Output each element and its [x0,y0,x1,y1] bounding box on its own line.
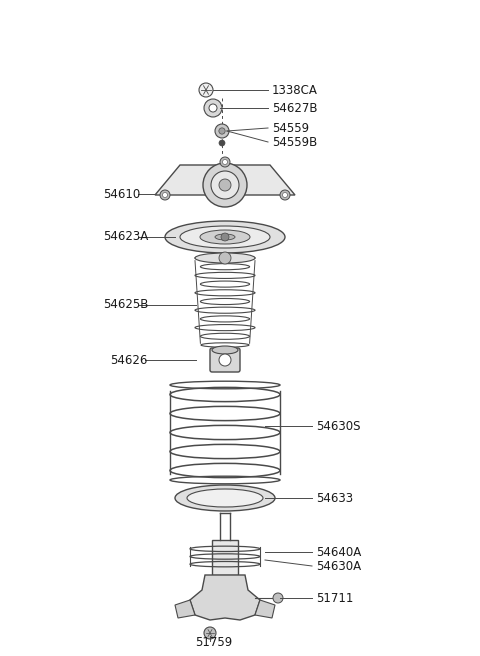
Circle shape [209,104,217,112]
Circle shape [219,128,225,134]
Circle shape [283,192,288,197]
Text: 54627B: 54627B [272,102,317,115]
Circle shape [215,124,229,138]
FancyBboxPatch shape [210,348,240,372]
Text: 54623A: 54623A [103,230,148,243]
Text: 54640A: 54640A [316,546,361,558]
Text: 1338CA: 1338CA [272,83,318,96]
Circle shape [220,157,230,167]
Ellipse shape [175,485,275,511]
Circle shape [211,171,239,199]
Circle shape [219,252,231,264]
Text: 54559B: 54559B [272,136,317,148]
Text: 51711: 51711 [316,592,353,604]
Circle shape [203,163,247,207]
Text: 54626: 54626 [110,354,147,367]
Circle shape [219,179,231,191]
Circle shape [221,233,229,241]
Ellipse shape [200,230,250,244]
Polygon shape [175,600,195,618]
Circle shape [273,593,283,603]
Ellipse shape [195,253,255,263]
Text: 51759: 51759 [195,636,232,649]
Text: 54633: 54633 [316,491,353,504]
Circle shape [219,354,231,366]
Ellipse shape [165,221,285,253]
Text: 54625B: 54625B [103,298,148,312]
Circle shape [223,159,228,165]
Text: 54630A: 54630A [316,560,361,573]
Text: 54559: 54559 [272,121,309,134]
Ellipse shape [212,346,238,354]
Ellipse shape [215,234,235,240]
FancyBboxPatch shape [212,540,238,575]
Circle shape [160,190,170,200]
Ellipse shape [187,489,263,507]
Circle shape [163,192,168,197]
Polygon shape [255,600,275,618]
Polygon shape [190,575,260,620]
Circle shape [280,190,290,200]
Text: 54630S: 54630S [316,419,360,432]
Circle shape [204,99,222,117]
Circle shape [204,627,216,639]
Circle shape [219,140,225,146]
Text: 54610: 54610 [103,188,140,201]
Polygon shape [155,165,295,195]
Ellipse shape [180,226,270,248]
Circle shape [199,83,213,97]
